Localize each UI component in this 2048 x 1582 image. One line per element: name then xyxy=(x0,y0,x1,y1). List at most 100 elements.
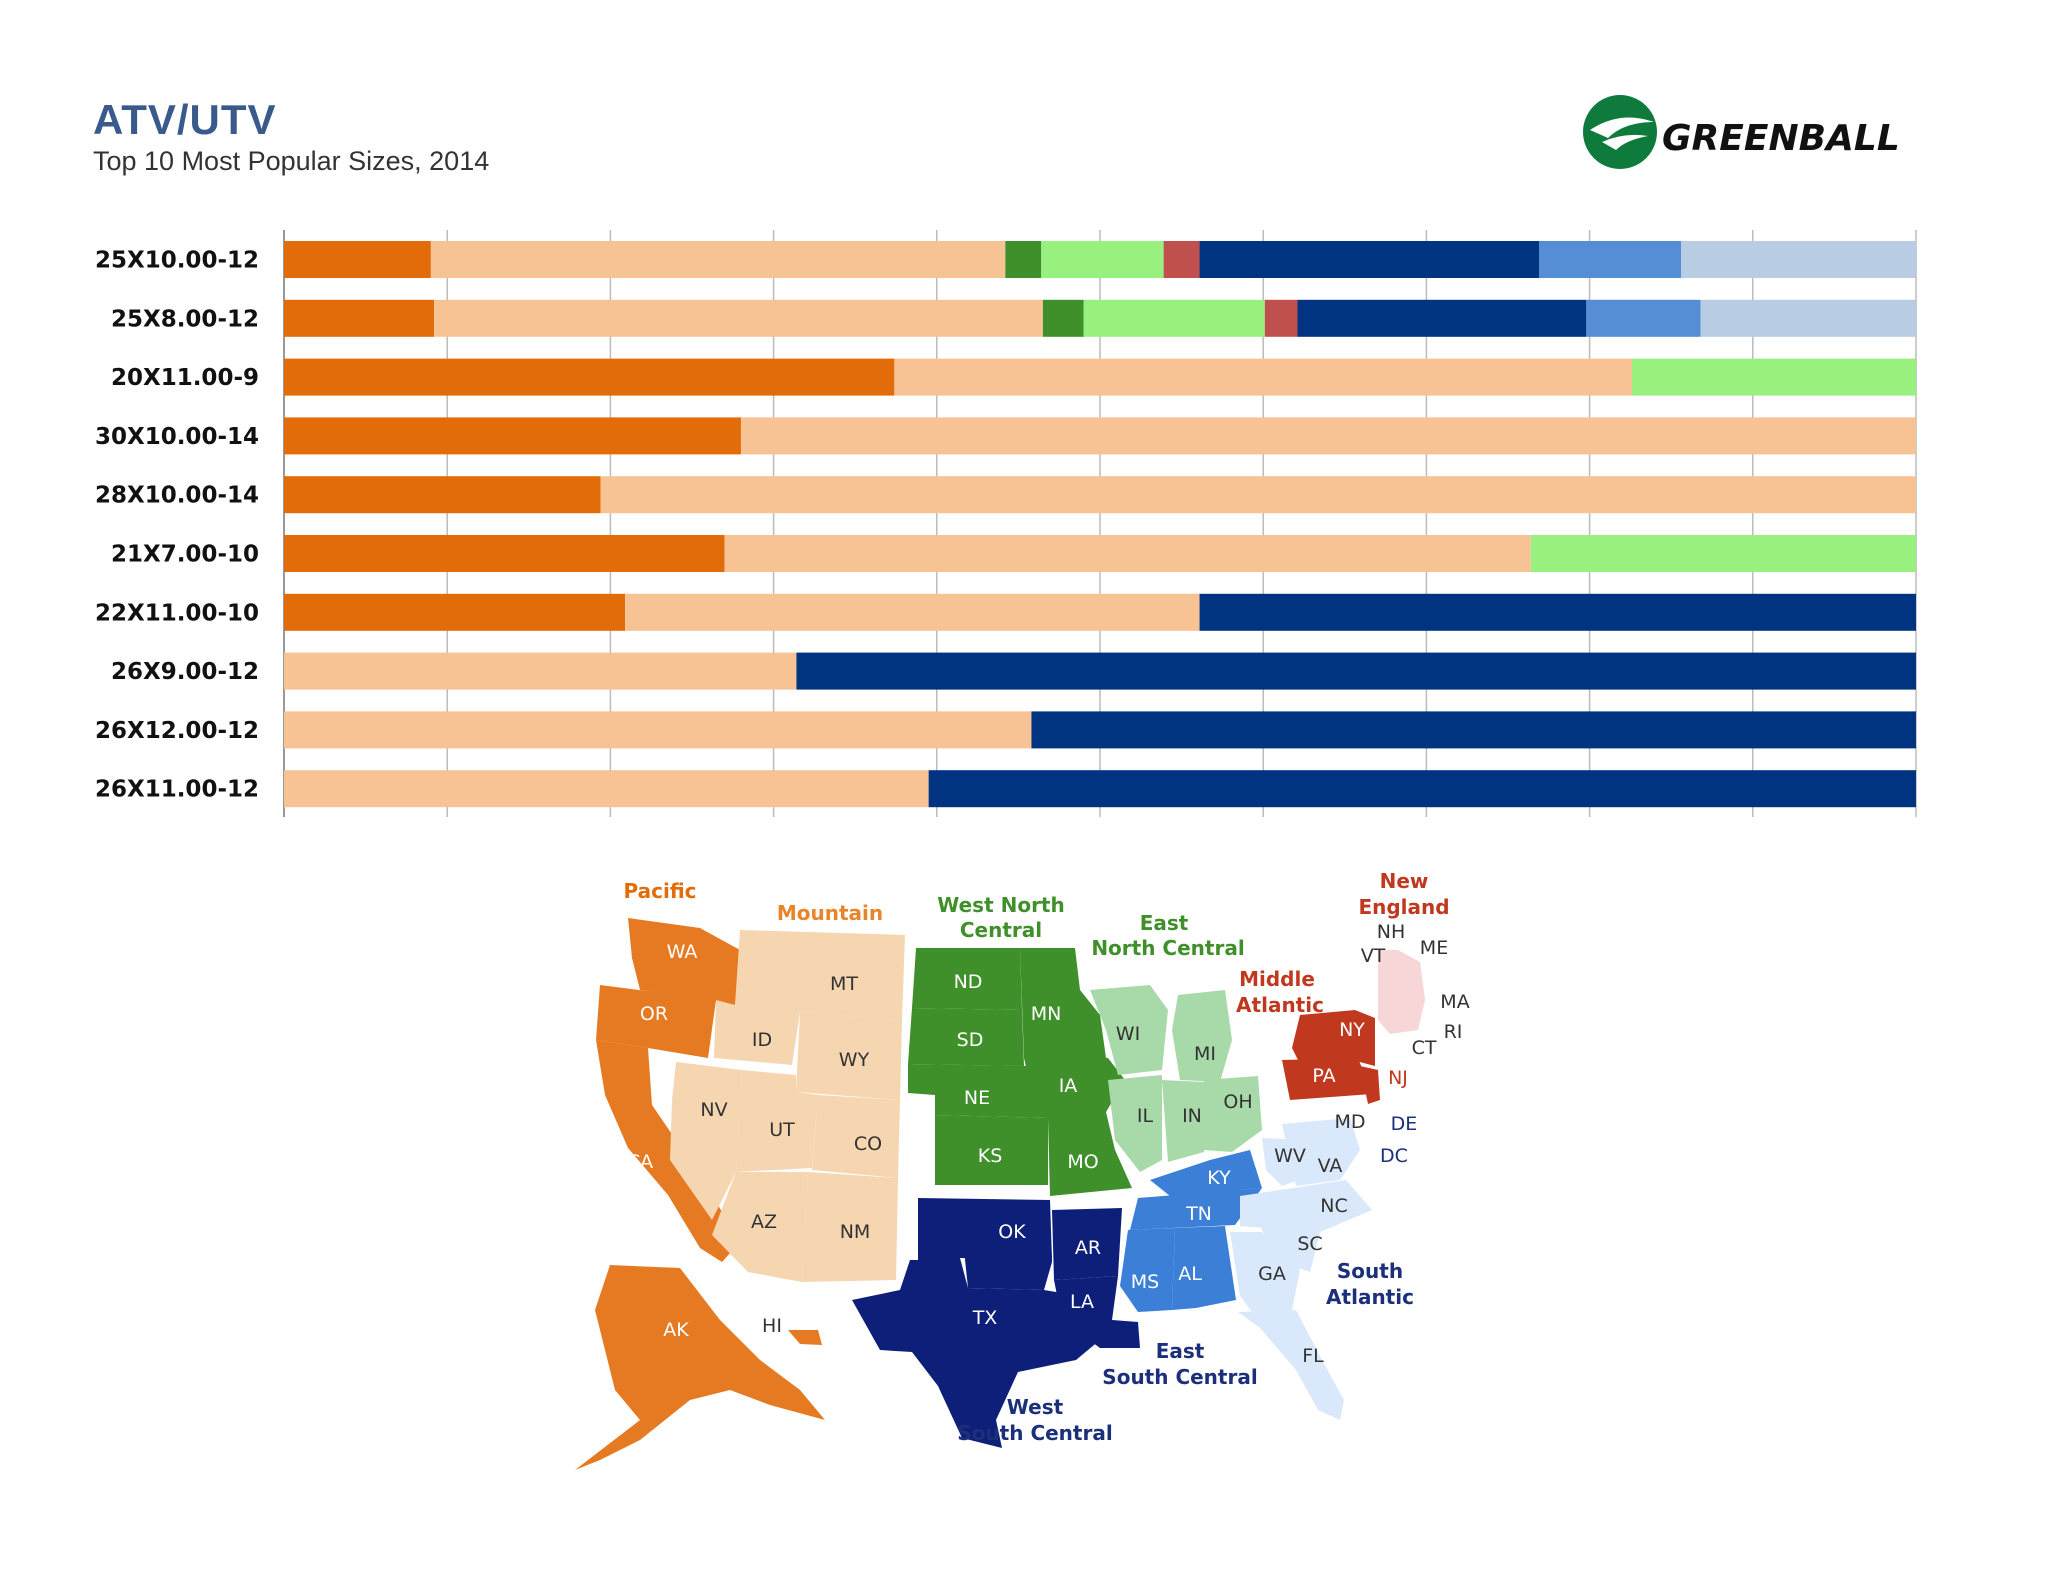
bar-segment xyxy=(1199,593,1916,631)
bar-segment xyxy=(284,770,929,808)
region-label-west-north-central-2: Central xyxy=(960,918,1042,942)
state-label-tn: TN xyxy=(1185,1203,1212,1225)
bar-segment xyxy=(1005,241,1042,278)
bar-segment xyxy=(1700,299,1916,337)
region-south-atlantic-shape xyxy=(1230,1118,1372,1420)
state-label-nd: ND xyxy=(954,971,983,993)
bar-segment xyxy=(1264,299,1298,337)
state-label-dc: DC xyxy=(1380,1145,1408,1167)
bar-segment xyxy=(284,358,895,396)
bar-segment xyxy=(284,535,725,572)
region-label-middle-atlantic-1: Middle xyxy=(1239,967,1315,991)
bar-segment xyxy=(1042,299,1084,337)
state-label-az: AZ xyxy=(751,1211,777,1233)
state-label-wa: WA xyxy=(667,941,698,963)
category-label: 26X12.00-12 xyxy=(95,718,259,744)
state-label-mn: MN xyxy=(1031,1003,1062,1025)
bar-segment xyxy=(740,417,1917,455)
state-label-me: ME xyxy=(1420,937,1448,959)
bar-segment xyxy=(1199,241,1540,278)
bar-segment xyxy=(894,358,1633,396)
state-label-ok: OK xyxy=(998,1221,1026,1243)
bar-segment xyxy=(1297,299,1587,337)
bar-segment xyxy=(1539,241,1681,278)
bar-segment xyxy=(1031,711,1916,749)
state-label-ak: AK xyxy=(663,1319,689,1341)
state-label-nv: NV xyxy=(700,1099,727,1121)
region-label-east-south-central-2: South Central xyxy=(1102,1365,1257,1389)
region-pacific-shape xyxy=(575,918,825,1470)
state-label-il: IL xyxy=(1137,1105,1154,1127)
state-label-sd: SD xyxy=(957,1029,984,1051)
chart-subtitle: Top 10 Most Popular Sizes, 2014 xyxy=(93,146,490,176)
state-label-wy: WY xyxy=(839,1049,870,1071)
region-mountain-shape xyxy=(670,930,905,1282)
region-label-mountain: Mountain xyxy=(777,901,883,925)
region-east-south-central-shape xyxy=(1120,1150,1262,1312)
state-label-nj: NJ xyxy=(1388,1067,1408,1089)
state-label-va: VA xyxy=(1318,1155,1343,1177)
region-west-south-central-shape xyxy=(852,1198,1140,1448)
state-label-in: IN xyxy=(1182,1105,1202,1127)
category-label: 25X10.00-12 xyxy=(95,248,259,274)
bar-segment xyxy=(434,299,1043,337)
state-label-nc: NC xyxy=(1320,1195,1347,1217)
bar-segment xyxy=(724,535,1531,572)
category-label: 30X10.00-14 xyxy=(95,424,259,450)
bar-segment xyxy=(284,593,626,631)
bar-segment xyxy=(284,417,741,455)
state-label-nh: NH xyxy=(1377,921,1406,943)
region-west-north-central-shape xyxy=(908,948,1132,1196)
region-label-east-north-central-2: North Central xyxy=(1091,936,1244,960)
region-label-new-england-2: England xyxy=(1358,895,1449,919)
state-label-sc: SC xyxy=(1297,1233,1322,1255)
state-label-ny: NY xyxy=(1339,1019,1365,1041)
region-label-south-atlantic-1: South xyxy=(1337,1259,1403,1283)
region-label-middle-atlantic-2: Atlantic xyxy=(1236,993,1324,1017)
category-label: 25X8.00-12 xyxy=(111,306,259,332)
category-label: 28X10.00-14 xyxy=(95,483,259,509)
state-label-mt: MT xyxy=(830,973,858,995)
state-label-ks: KS xyxy=(978,1145,1003,1167)
bar-segment xyxy=(430,241,1006,278)
bars xyxy=(284,241,1917,808)
state-label-mo: MO xyxy=(1067,1151,1098,1173)
state-label-wi: WI xyxy=(1116,1023,1140,1045)
bar-segment xyxy=(284,652,797,690)
state-label-pa: PA xyxy=(1312,1065,1335,1087)
state-label-ia: IA xyxy=(1059,1075,1078,1097)
state-label-ca: CA xyxy=(627,1151,653,1173)
bar-segment xyxy=(284,711,1032,749)
state-label-ne: NE xyxy=(964,1087,990,1109)
bar-segment xyxy=(1632,358,1916,396)
state-label-de: DE xyxy=(1391,1113,1418,1135)
state-label-ga: GA xyxy=(1258,1263,1286,1285)
greenball-logo-icon xyxy=(1583,95,1657,169)
region-label-west-south-central-1: West xyxy=(1007,1395,1064,1419)
state-label-or: OR xyxy=(640,1003,668,1025)
bar-segment xyxy=(1586,299,1701,337)
bar-segment xyxy=(1530,535,1916,572)
category-label: 22X11.00-10 xyxy=(95,600,259,626)
state-label-ut: UT xyxy=(769,1119,795,1141)
region-label-east-north-central-1: East xyxy=(1140,911,1189,935)
bar-segment xyxy=(796,652,1916,690)
state-label-ct: CT xyxy=(1412,1037,1437,1059)
state-label-la: LA xyxy=(1070,1291,1094,1313)
state-label-hi: HI xyxy=(762,1315,782,1337)
region-label-south-atlantic-2: Atlantic xyxy=(1326,1285,1414,1309)
bar-segment xyxy=(284,241,431,278)
state-label-md: MD xyxy=(1334,1111,1365,1133)
chart-title: ATV/UTV xyxy=(93,96,277,143)
category-label: 21X7.00-10 xyxy=(111,542,259,568)
bar-segment xyxy=(1163,241,1200,278)
bar-segment xyxy=(284,299,435,337)
bar-segment xyxy=(1083,299,1265,337)
state-label-al: AL xyxy=(1178,1263,1202,1285)
greenball-logo: GREENBALL xyxy=(1583,95,1900,169)
bar-segment xyxy=(284,476,601,514)
region-east-north-central-shape xyxy=(1090,985,1262,1172)
region-new-england-shape xyxy=(1378,950,1425,1034)
